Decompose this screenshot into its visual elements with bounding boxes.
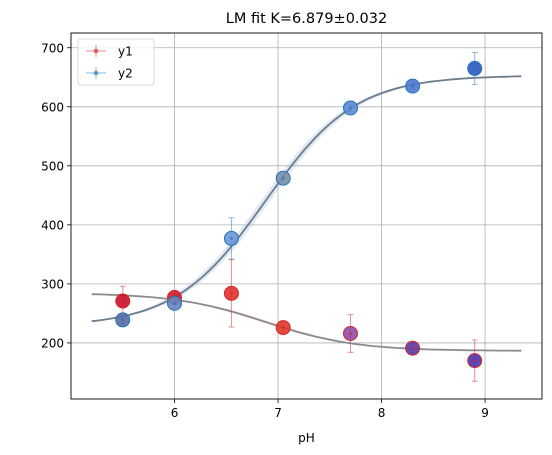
data-point-center-y1-3 <box>281 325 285 330</box>
legend-label-y2: y2 <box>118 67 133 81</box>
data-point-center-y2-0 <box>121 318 125 322</box>
data-point-center-y1-0 <box>121 299 125 303</box>
data-point-center-y2-4 <box>348 106 353 110</box>
legend-marker-y2 <box>93 70 99 76</box>
y-tick-label-400: 400 <box>41 218 64 232</box>
data-point-center-y2-3 <box>281 176 285 180</box>
plot-frame <box>70 32 543 400</box>
y-axis-ticks: 200 300 400 500 600 700 <box>41 41 71 350</box>
x-tick-label-8: 8 <box>378 406 386 420</box>
y-tick-label-600: 600 <box>41 100 64 114</box>
data-point-center-y2-6 <box>473 66 477 71</box>
data-point-center-y2-5 <box>411 84 415 88</box>
y-tick-label-500: 500 <box>41 159 64 173</box>
data-points <box>115 60 483 369</box>
legend-box <box>77 38 155 86</box>
data-point-center-y1-5 <box>411 346 415 350</box>
fit-curve-y1 <box>91 293 522 352</box>
y-tick-label-700: 700 <box>41 41 64 55</box>
x-tick-label-6: 6 <box>171 406 179 420</box>
fit-curve-y2 <box>91 75 522 323</box>
y-tick-label-300: 300 <box>41 277 64 291</box>
x-axis-label: pH <box>298 431 315 445</box>
data-point-center-y2-1 <box>172 301 177 305</box>
x-axis-ticks: 6 7 8 9 <box>171 399 489 420</box>
y-tick-label-200: 200 <box>41 336 64 350</box>
legend: y1 y2 <box>77 38 155 86</box>
data-point-center-y1-4 <box>348 331 353 336</box>
legend-marker-y1 <box>93 48 99 54</box>
x-tick-label-9: 9 <box>481 406 489 420</box>
data-point-center-y2-2 <box>229 236 234 241</box>
fit-curves <box>91 75 522 352</box>
x-tick-label-7: 7 <box>274 406 282 420</box>
legend-label-y1: y1 <box>118 45 133 59</box>
data-point-center-y1-6 <box>473 359 477 363</box>
data-point-center-y1-2 <box>229 291 234 295</box>
chart-title: LM fit K=6.879±0.032 <box>226 11 387 27</box>
